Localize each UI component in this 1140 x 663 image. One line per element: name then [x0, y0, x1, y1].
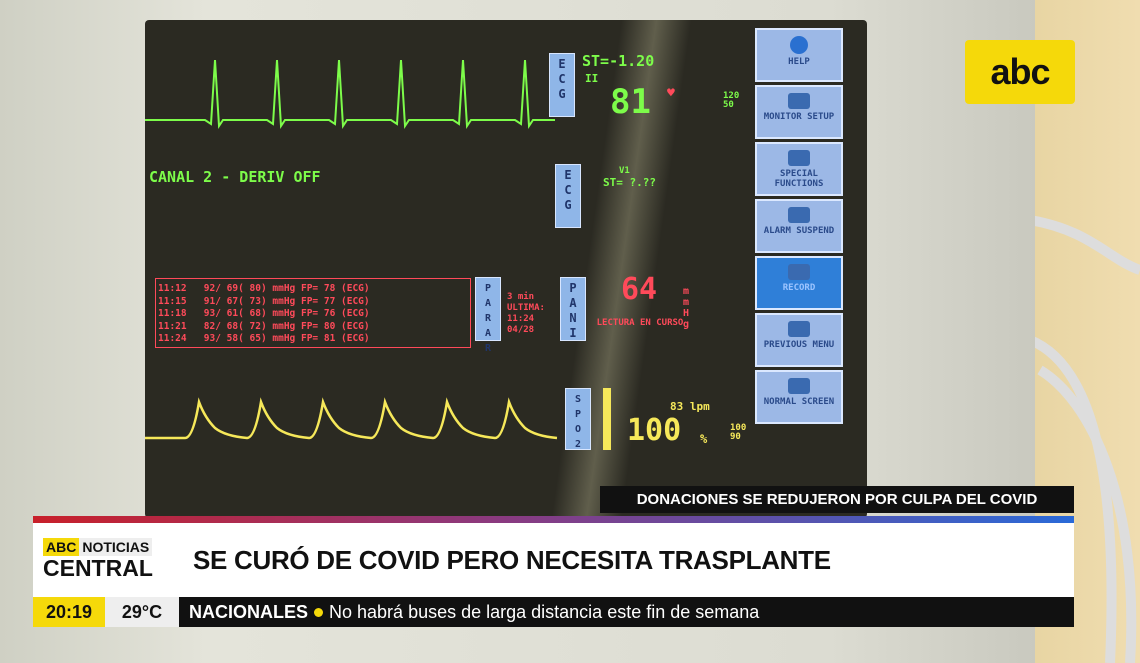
alarm-off-icon	[788, 207, 810, 223]
temperature: 29°C	[105, 597, 179, 627]
menu-button-monitor-setup[interactable]: MONITOR SETUP	[755, 85, 843, 139]
spo2-value: 100	[627, 413, 682, 448]
spo2-bar	[603, 388, 611, 450]
cable	[1030, 215, 1140, 663]
menu-button-special-functions[interactable]: SPECIAL FUNCTIONS	[755, 142, 843, 196]
subheadline: DONACIONES SE REDUJERON POR CULPA DEL CO…	[600, 486, 1074, 513]
pani-value: 64	[621, 272, 658, 307]
pani-unit: mmHg	[683, 286, 690, 330]
table-row: 11:21 82/ 68( 72) mmHg FP= 80 (ECG)	[158, 320, 370, 332]
pani-status: LECTURA EN CURSO	[596, 318, 684, 328]
table-row: 11:24 93/ 58( 65) mmHg FP= 81 (ECG)	[158, 333, 370, 344]
menu-button-record[interactable]: RECORD	[755, 256, 843, 310]
bullet-icon	[314, 608, 324, 617]
ecg-tag[interactable]: ECG	[549, 53, 575, 117]
spo2-unit: %	[700, 432, 708, 446]
monitor-menu: HELP MONITOR SETUP SPECIAL FUNCTIONS ALARM …	[755, 28, 843, 427]
clock: 20:19	[33, 597, 105, 627]
canal-status: CANAL 2 - DERIV OFF	[149, 168, 321, 186]
monitor-screen: ECG ST=-1.20 II 81 ♥ 120 50 CANAL 2 - DE…	[145, 20, 867, 518]
ecg2-lead: V1	[619, 166, 630, 176]
table-row: 11:12 92/ 69( 80) mmHg FP= 78 (ECG)	[158, 283, 370, 294]
table-row: 11:18 93/ 61( 68) mmHg FP= 76 (ECG)	[158, 308, 370, 319]
spo2-tag[interactable]: SPO2	[565, 388, 591, 450]
pressure-history-table: 11:12 92/ 69( 80) mmHg FP= 78 (ECG) 11:1…	[155, 278, 471, 348]
ecg-waveform	[145, 59, 555, 130]
back-icon	[788, 321, 810, 337]
hr-limits: 120 50	[723, 91, 740, 110]
lower-third: ABC NOTICIAS CENTRAL SE CURÓ DE COVID PER…	[33, 523, 1074, 597]
ticker-news: NACIONALES No habrá buses de larga distan…	[179, 597, 1074, 627]
spo2-limits: 100 90	[730, 423, 747, 442]
abc-logo: abc	[965, 40, 1075, 104]
help-icon	[790, 36, 808, 54]
screen-icon	[788, 378, 810, 394]
heart-icon: ♥	[667, 86, 675, 101]
lead-label: II	[585, 72, 599, 85]
ecg2-st: ST= ?.??	[603, 176, 656, 189]
ecg2-tag[interactable]: ECG	[555, 164, 581, 228]
news-ticker: 20:19 29°C NACIONALES No habrá buses de l…	[33, 597, 1074, 627]
windows-icon	[788, 150, 810, 166]
parar-button[interactable]: PARAR	[475, 277, 501, 354]
ticker-text: No habrá buses de larga distancia este f…	[329, 602, 760, 622]
ticker-section: NACIONALES	[189, 602, 309, 622]
menu-button-normal-screen[interactable]: NORMAL SCREEN	[755, 370, 843, 424]
table-row: 11:15 91/ 67( 73) mmHg FP= 77 (ECG)	[158, 295, 370, 307]
headline: SE CURÓ DE COVID PERO NECESITA TRASPLANT…	[193, 545, 831, 575]
program-brand: ABC NOTICIAS CENTRAL	[43, 538, 153, 581]
st-value: ST=-1.20	[582, 52, 655, 70]
menu-button-previous-menu[interactable]: PREVIOUS MENU	[755, 313, 843, 367]
menu-button-alarm-suspend[interactable]: ALARM SUSPEND	[755, 199, 843, 253]
monitor-icon	[788, 93, 810, 109]
record-icon	[788, 264, 810, 280]
spo2-waveform	[145, 397, 558, 440]
parar-info: 3 min ULTIMA: 11:24 04/28	[507, 292, 545, 335]
color-stripe	[33, 516, 1074, 523]
menu-button-help[interactable]: HELP	[755, 28, 843, 82]
heart-rate: 81	[610, 82, 651, 122]
pulse-rate: 83 lpm	[670, 400, 710, 413]
pani-tag[interactable]: PANI	[560, 277, 586, 341]
